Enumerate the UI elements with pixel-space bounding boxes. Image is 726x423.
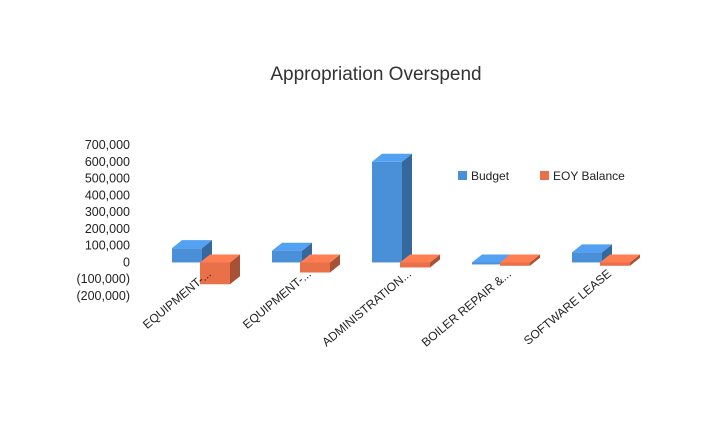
y-tick-label: 600,000 — [85, 155, 130, 169]
y-tick-label: 700,000 — [85, 138, 130, 152]
y-tick-label: 200,000 — [85, 222, 130, 236]
y-tick-label: 300,000 — [85, 205, 130, 219]
legend-label-eoy-balance: EOY Balance — [553, 169, 625, 183]
bar-eoy-balance — [200, 254, 240, 285]
y-tick-label: (100,000) — [76, 272, 130, 286]
bar-eoy-balance — [600, 254, 640, 266]
y-tick-label: 100,000 — [85, 239, 130, 253]
bar-budget — [572, 244, 612, 263]
category-label: EQUIPMENT-... — [140, 267, 214, 332]
legend-swatch-eoy-balance — [540, 171, 549, 180]
y-tick-label: 500,000 — [85, 172, 130, 186]
bar-budget — [172, 240, 212, 263]
category-label: BOILER REPAIR &... — [419, 267, 514, 350]
bars — [172, 153, 640, 285]
legend-swatch-budget — [458, 171, 467, 180]
category-label: ADMINISTRATION... — [319, 267, 414, 350]
bar-budget — [272, 242, 312, 263]
bar-eoy-balance — [400, 254, 440, 268]
y-tick-label: 400,000 — [85, 188, 130, 202]
bar-budget — [372, 153, 412, 263]
legend: Budget EOY Balance — [458, 169, 625, 183]
category-label: SOFTWARE LEASE — [521, 267, 614, 348]
bar-eoy-balance — [300, 254, 340, 273]
y-axis-ticks: 700,000 600,000 500,000 400,000 300,000 200,0… — [76, 138, 130, 303]
legend-label-budget: Budget — [471, 169, 510, 183]
category-label: EQUIPMENT-... — [240, 267, 314, 332]
bar-eoy-balance — [500, 254, 540, 266]
chart-title: Appropriation Overspend — [270, 64, 481, 85]
category-labels: EQUIPMENT-... EQUIPMENT-... ADMINISTRATION… — [140, 267, 614, 350]
y-tick-label: 0 — [123, 255, 130, 269]
y-tick-label: (200,000) — [76, 289, 130, 303]
